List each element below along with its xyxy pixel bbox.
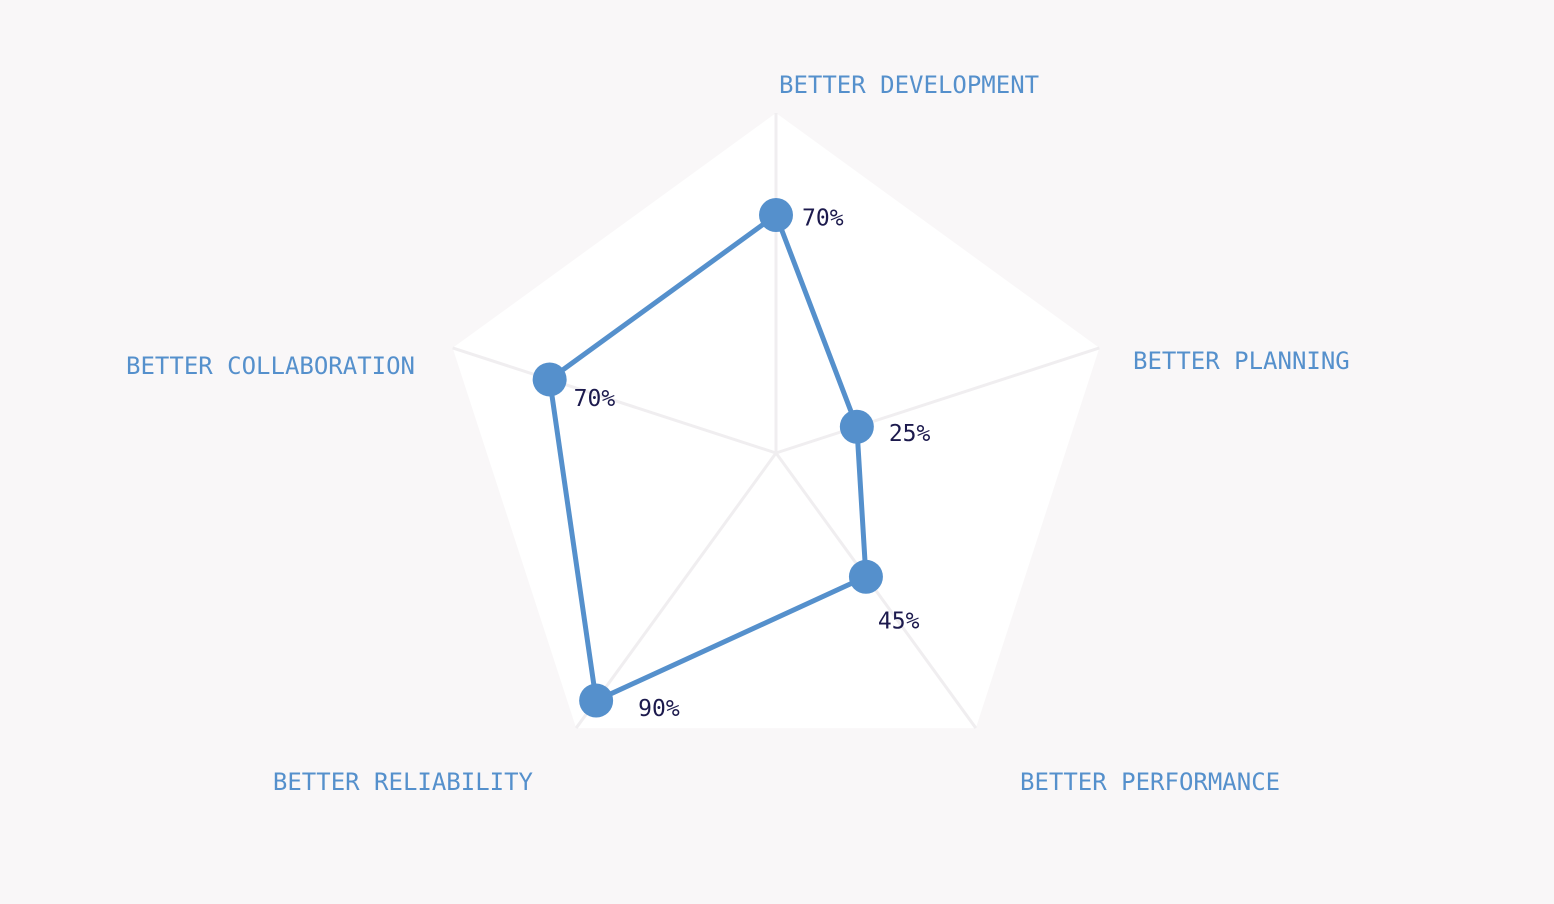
axis-label: BETTER PLANNING (1133, 347, 1350, 375)
axis-label: BETTER PERFORMANCE (1020, 768, 1280, 796)
value-label: 70% (802, 206, 844, 232)
radar-spoke (452, 346, 777, 455)
axis-label: BETTER DEVELOPMENT (779, 71, 1039, 99)
data-point (759, 198, 793, 232)
value-label: 25% (889, 421, 931, 447)
axis-label: BETTER RELIABILITY (273, 768, 534, 796)
data-point (579, 683, 614, 718)
radar-spoke (775, 346, 1100, 455)
value-label: 45% (878, 608, 920, 634)
data-point (532, 362, 567, 397)
series-line (547, 212, 869, 704)
data-point (848, 559, 883, 594)
value-labels: 70% 25% 45% 90% 70% (574, 206, 931, 723)
value-label: 70% (574, 386, 616, 412)
axis-label: BETTER COLLABORATION (126, 352, 415, 380)
axis-labels: BETTER DEVELOPMENT BETTER PLANNING BETTER … (126, 71, 1350, 796)
value-label: 90% (638, 696, 680, 722)
radar-series (532, 198, 883, 718)
data-point (839, 409, 874, 444)
radar-spoke (574, 452, 778, 729)
